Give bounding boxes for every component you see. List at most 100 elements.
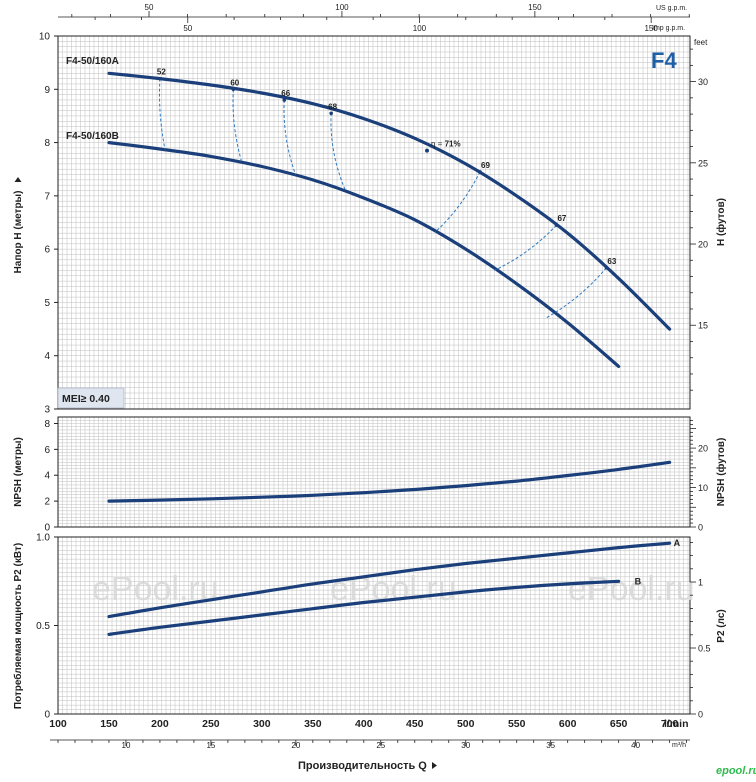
power-y-tick-label: 0.5 bbox=[36, 621, 50, 632]
npsh-y-tick-label: 0 bbox=[44, 523, 50, 534]
q-lmin-unit: l/min bbox=[664, 718, 689, 730]
head-panel-frame bbox=[57, 35, 691, 410]
efficiency-line bbox=[158, 78, 166, 150]
efficiency-point bbox=[282, 98, 287, 102]
q-lmin-tick-label: 300 bbox=[253, 718, 271, 730]
head-ylabel-arrow-icon bbox=[14, 177, 22, 182]
head-y-tick-label: 5 bbox=[44, 298, 50, 309]
q-lmin-tick-label: 100 bbox=[49, 718, 67, 730]
head-y-tick-label: 10 bbox=[39, 32, 51, 43]
m3h-tick-label: 30 bbox=[461, 741, 470, 750]
npsh-right-tick-label: 20 bbox=[698, 444, 708, 454]
m3h-tick-label: 20 bbox=[291, 741, 300, 750]
watermark: ePool.ru bbox=[568, 570, 695, 608]
efficiency-point bbox=[478, 170, 482, 174]
m3h-tick-label: 15 bbox=[206, 741, 215, 750]
us-gpm-tick-label: 100 bbox=[335, 3, 349, 12]
q-lmin-tick-label: 200 bbox=[151, 718, 169, 730]
imp-gpm-tick-label: 150 bbox=[644, 24, 658, 33]
m3h-tick-label: 35 bbox=[546, 741, 555, 750]
npsh-curve bbox=[107, 460, 672, 503]
m3h-unit: m³/h bbox=[672, 742, 686, 749]
q-lmin-tick-label: 700 bbox=[661, 718, 679, 730]
us-gpm-unit: US g.p.m. bbox=[656, 5, 687, 12]
efficiency-prefix: η = bbox=[431, 140, 445, 149]
head-y-tick-label: 9 bbox=[44, 85, 50, 96]
head-y-tick-label: 6 bbox=[44, 245, 50, 256]
head-right-unit: feet bbox=[694, 38, 708, 47]
imp-gpm-tick-label: 50 bbox=[183, 24, 192, 33]
power-series-b-label: B bbox=[635, 576, 642, 586]
efficiency-point bbox=[231, 87, 236, 92]
npsh-right-tick-label: 0 bbox=[698, 523, 703, 533]
efficiency-point bbox=[158, 76, 162, 81]
efficiency-best-value: 71% bbox=[445, 140, 461, 149]
corner-logo: epool.ru bbox=[716, 765, 756, 777]
efficiency-point bbox=[604, 265, 609, 270]
head-right-tick-label: 15 bbox=[698, 321, 708, 331]
npsh-ylabel: NPSH (метры) bbox=[13, 437, 24, 507]
npsh-y-tick-label: 4 bbox=[44, 471, 50, 482]
q-lmin-tick-label: 250 bbox=[202, 718, 220, 730]
efficiency-line bbox=[545, 267, 607, 319]
us-gpm-tick-label: 50 bbox=[145, 3, 154, 12]
npsh-ylabel-right: NPSH (футов) bbox=[715, 438, 727, 507]
q-lmin-tick-label: 600 bbox=[559, 718, 577, 730]
imp-gpm-unit: Imp g.p.m. bbox=[652, 25, 685, 32]
mei-label: MEI≥ 0.40 bbox=[62, 393, 110, 405]
q-lmin-tick-label: 650 bbox=[610, 718, 628, 730]
head-ylabel-right: H (футов) bbox=[715, 198, 727, 246]
efficiency-label: 60 bbox=[230, 78, 239, 87]
head-y-tick-label: 4 bbox=[44, 351, 50, 362]
x-axis-arrow-icon bbox=[432, 762, 437, 769]
m3h-tick-label: 10 bbox=[122, 741, 131, 750]
efficiency-best-point bbox=[425, 148, 430, 153]
head-ylabel: Напор H (метры) bbox=[13, 191, 24, 274]
head-curve-a bbox=[107, 71, 672, 331]
q-lmin-tick-label: 450 bbox=[406, 718, 424, 730]
npsh-right-tick-label: 10 bbox=[698, 483, 708, 493]
head-right-tick-label: 30 bbox=[698, 77, 708, 87]
m3h-tick-label: 25 bbox=[376, 741, 385, 750]
power-y-tick-label: 1.0 bbox=[36, 533, 50, 544]
head-y-tick-label: 8 bbox=[44, 138, 50, 149]
power-right-tick-label: 0 bbox=[698, 710, 703, 720]
power-right-tick-label: 0.5 bbox=[698, 644, 711, 654]
efficiency-point bbox=[554, 223, 559, 227]
npsh-panel-grid bbox=[57, 416, 690, 528]
power-ylabel-right: P2 (лс) bbox=[716, 609, 727, 642]
head-panel-grid bbox=[57, 35, 690, 410]
power-panel-grid bbox=[57, 536, 690, 715]
npsh-y-tick-label: 2 bbox=[44, 497, 50, 508]
efficiency-line bbox=[434, 171, 481, 233]
npsh-y-tick-label: 8 bbox=[44, 419, 50, 430]
efficiency-label: 52 bbox=[157, 68, 166, 77]
efficiency-label: 68 bbox=[328, 102, 337, 111]
head-curve-b bbox=[107, 141, 621, 368]
npsh-y-tick-label: 6 bbox=[44, 445, 50, 456]
q-lmin-tick-label: 500 bbox=[457, 718, 475, 730]
efficiency-label: 67 bbox=[557, 214, 566, 223]
efficiency-line bbox=[232, 89, 242, 162]
m3h-tick-label: 40 bbox=[631, 741, 640, 750]
power-ylabel: Потребляемая мощность P2 (кВт) bbox=[12, 543, 24, 709]
q-lmin-tick-label: 550 bbox=[508, 718, 526, 730]
efficiency-label: 66 bbox=[281, 89, 290, 98]
efficiency-line bbox=[283, 99, 296, 175]
head-y-tick-label: 7 bbox=[44, 191, 50, 202]
efficiency-label: 69 bbox=[481, 161, 490, 170]
model-badge: F4 bbox=[651, 48, 677, 73]
efficiency-point bbox=[329, 111, 333, 116]
head-right-tick-label: 25 bbox=[698, 158, 708, 168]
head-y-tick-label: 3 bbox=[44, 405, 50, 416]
power-curve-b bbox=[107, 579, 621, 636]
power-series-a-label: A bbox=[674, 538, 681, 548]
head-right-tick-label: 20 bbox=[698, 240, 708, 250]
head-series-b-label: F4-50/160B bbox=[66, 131, 119, 142]
watermark: ePool.ru bbox=[330, 570, 457, 608]
mei-box bbox=[57, 387, 125, 409]
efficiency-line bbox=[494, 224, 557, 271]
power-right-tick-label: 1 bbox=[698, 578, 703, 588]
q-lmin-tick-label: 400 bbox=[355, 718, 373, 730]
